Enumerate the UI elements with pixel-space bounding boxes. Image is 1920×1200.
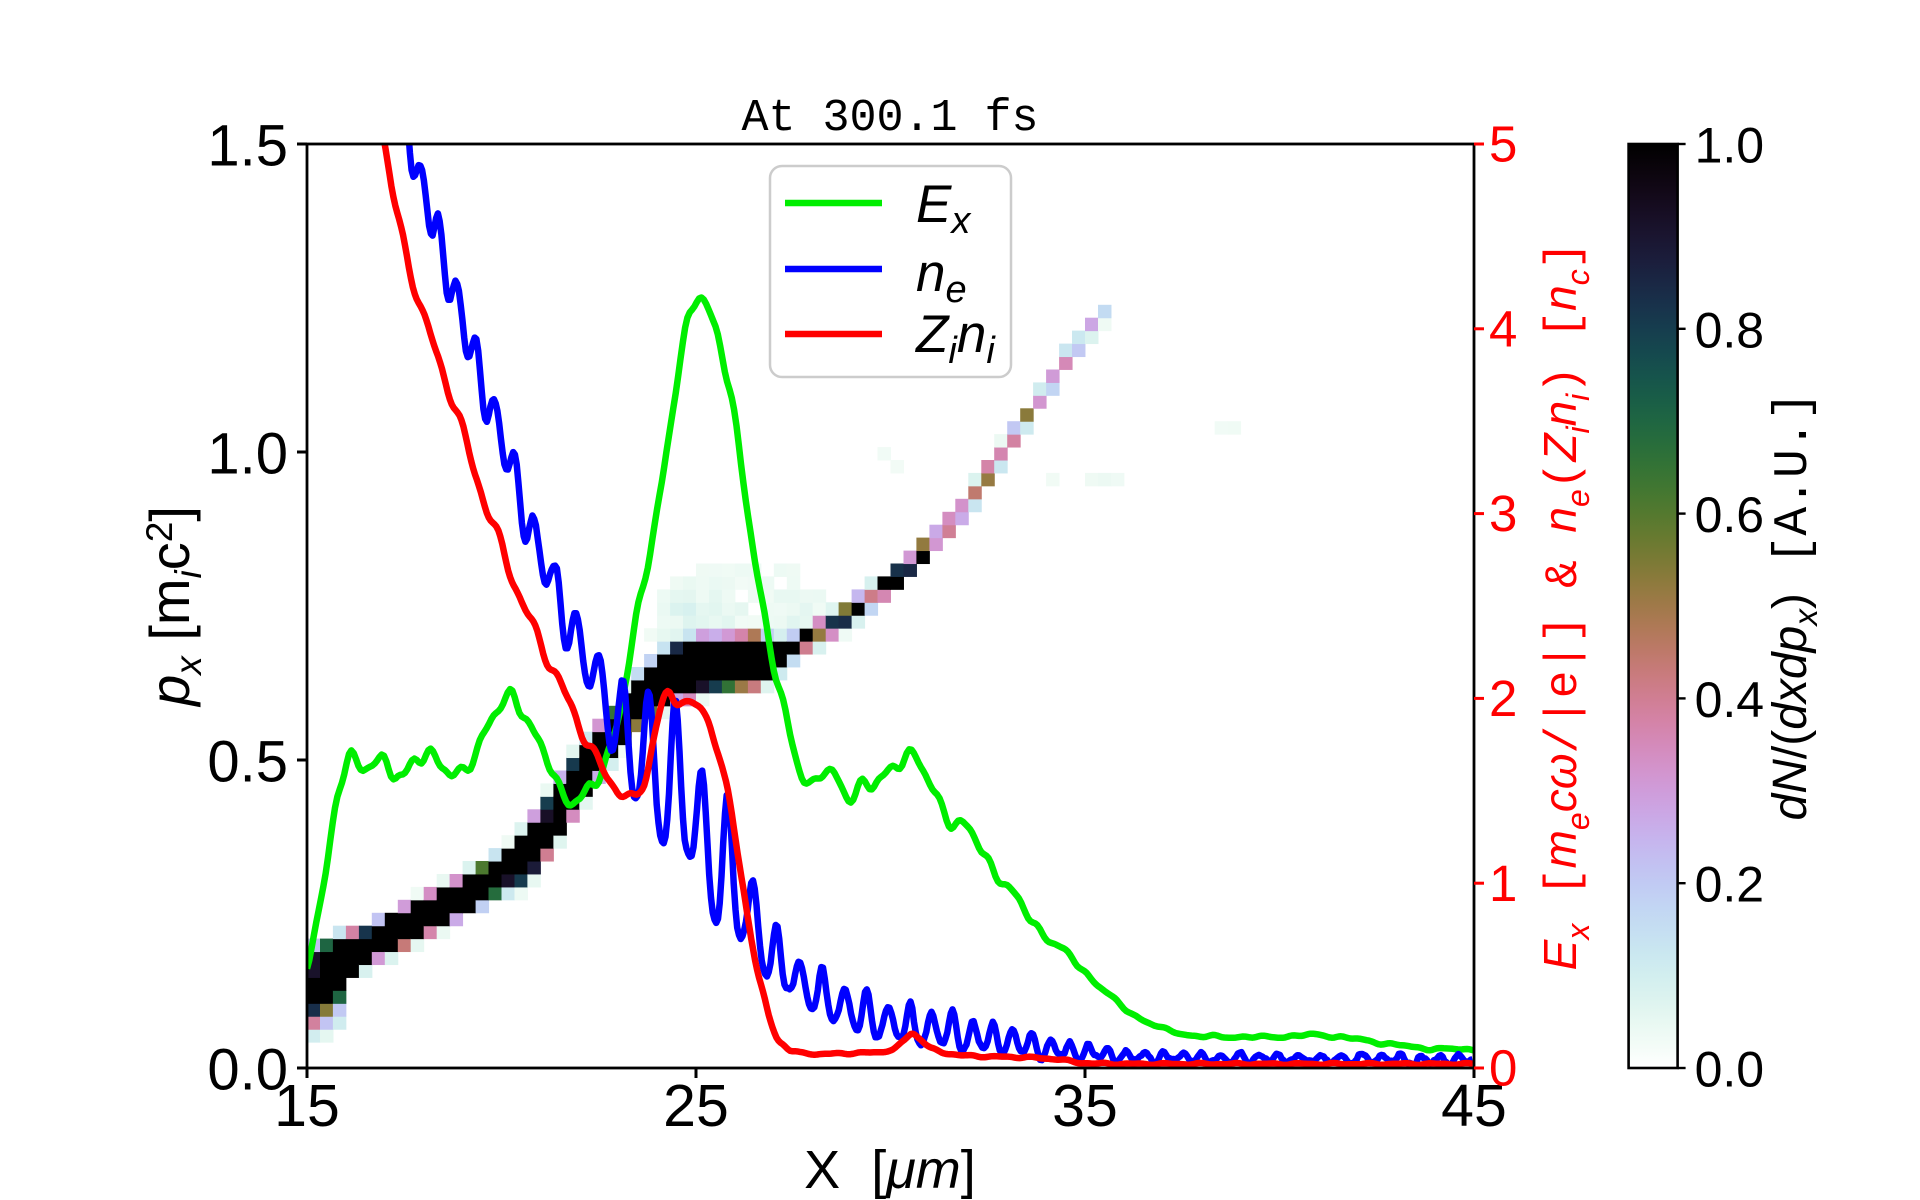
svg-text:3: 3 xyxy=(1489,485,1517,542)
svg-text:1.0: 1.0 xyxy=(207,422,288,487)
svg-text:0.0: 0.0 xyxy=(207,1038,288,1103)
svg-text:1.0: 1.0 xyxy=(1695,118,1765,174)
svg-text:15: 15 xyxy=(274,1073,340,1139)
svg-text:Ex: Ex xyxy=(916,175,972,242)
svg-text:0.8: 0.8 xyxy=(1695,302,1765,358)
svg-text:35: 35 xyxy=(1052,1073,1118,1139)
svg-text:5: 5 xyxy=(1489,116,1517,173)
svg-text:dN/(dxdpx) [A.U.]: dN/(dxdpx) [A.U.] xyxy=(1764,392,1824,821)
svg-text:1.5: 1.5 xyxy=(207,114,288,179)
svg-text:ne: ne xyxy=(916,244,967,311)
svg-text:0.4: 0.4 xyxy=(1695,672,1765,728)
svg-text:1: 1 xyxy=(1489,855,1517,912)
svg-text:Ex [mecω/|e|] & ne(Zini) [nc]: Ex [mecω/|e|] & ne(Zini) [nc] xyxy=(1534,242,1596,971)
svg-text:0.0: 0.0 xyxy=(1695,1042,1765,1098)
svg-text:25: 25 xyxy=(663,1073,729,1139)
svg-text:0.5: 0.5 xyxy=(207,730,288,795)
svg-text:0.2: 0.2 xyxy=(1695,857,1765,913)
svg-text:4: 4 xyxy=(1489,300,1517,357)
svg-text:At 300.1 fs: At 300.1 fs xyxy=(741,93,1038,144)
svg-text:Zini: Zini xyxy=(914,305,996,372)
svg-text:0.6: 0.6 xyxy=(1695,487,1765,543)
svg-text:X[μm]: X [μm] xyxy=(804,1140,976,1200)
svg-text:0: 0 xyxy=(1489,1040,1517,1097)
svg-text:2: 2 xyxy=(1489,670,1517,727)
svg-text:45: 45 xyxy=(1441,1073,1507,1139)
svg-text:px [mic2]: px [mic2] xyxy=(138,506,209,708)
